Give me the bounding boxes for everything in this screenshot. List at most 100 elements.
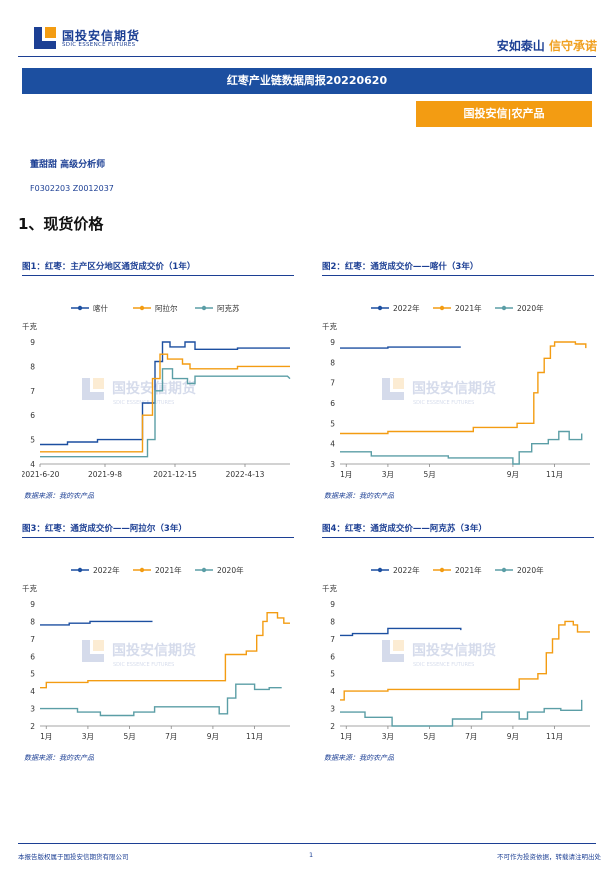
y-tick-label: 4 xyxy=(330,687,335,696)
y-tick-label: 8 xyxy=(330,358,335,367)
y-tick-label: 7 xyxy=(30,387,35,396)
watermark-logo-icon xyxy=(93,378,104,389)
y-tick-label: 2 xyxy=(30,722,35,731)
legend-marker xyxy=(201,305,207,311)
watermark-logo-icon xyxy=(393,640,404,651)
series-line xyxy=(340,430,583,465)
y-tick-label: 3 xyxy=(330,460,335,469)
slogan-part-b: 信守承诺 xyxy=(548,39,597,53)
x-tick-label: 9月 xyxy=(507,470,519,479)
y-tick-label: 4 xyxy=(30,687,35,696)
legend-marker xyxy=(77,305,83,311)
y-tick-label: 2 xyxy=(330,722,335,731)
legend-marker xyxy=(377,567,383,573)
x-tick-label: 3月 xyxy=(82,732,94,741)
x-tick-label: 1月 xyxy=(340,470,352,479)
watermark-logo-icon xyxy=(382,392,404,400)
legend-marker xyxy=(139,305,145,311)
x-tick-label: 2021-6-20 xyxy=(22,470,60,479)
chart-4: 国投安信期货 SDIC ESSENCE FUTURES 2022年 2021年 2020… xyxy=(322,565,590,741)
y-tick-label: 5 xyxy=(330,670,335,679)
legend-label: 2022年 xyxy=(393,565,420,575)
y-tick-label: 6 xyxy=(330,652,335,661)
legend-label: 喀什 xyxy=(93,303,108,313)
logo-subtext: SDIC ESSENCE FUTURES xyxy=(62,42,136,48)
footer-rule xyxy=(18,843,596,844)
y-tick-label: 9 xyxy=(30,600,35,609)
watermark-text: 国投安信期货 xyxy=(112,642,196,659)
y-tick-label: 6 xyxy=(30,411,35,420)
series-line xyxy=(340,346,461,349)
legend-label: 2020年 xyxy=(217,565,244,575)
series-line xyxy=(40,341,290,446)
company-logo-icon xyxy=(34,27,56,49)
legend-label: 2021年 xyxy=(455,565,482,575)
chart-2: 国投安信期货 SDIC ESSENCE FUTURES 2022年 2021年 2020… xyxy=(322,303,590,479)
category-tag: 国投安信|农产品 xyxy=(416,101,592,127)
y-tick-label: 4 xyxy=(330,440,335,449)
series-line xyxy=(40,611,290,689)
watermark-text: 国投安信期货 xyxy=(412,380,496,397)
watermark-logo-icon xyxy=(82,654,104,662)
y-tick-label: 9 xyxy=(330,600,335,609)
x-tick-label: 7月 xyxy=(165,732,177,741)
series-line xyxy=(340,627,462,637)
source-note: 数据来源：我的农产品 xyxy=(24,492,94,500)
legend-label: 2022年 xyxy=(93,565,120,575)
watermark-subtext: SDIC ESSENCE FUTURES xyxy=(113,662,174,668)
watermark-logo-icon xyxy=(382,654,404,662)
legend-marker xyxy=(439,305,445,311)
watermark-logo-icon xyxy=(393,378,404,389)
legend-marker xyxy=(201,567,207,573)
y-tick-label: 6 xyxy=(30,652,35,661)
y-tick-label: 5 xyxy=(30,436,35,445)
y-tick-label: 7 xyxy=(330,635,335,644)
y-tick-label: 9 xyxy=(330,338,335,347)
chart-panel-4: 图4：红枣：通货成交价——阿克苏（3年） 国投安信期货 SDIC ESSENCE … xyxy=(322,522,594,752)
legend-label: 阿拉尔 xyxy=(155,303,178,313)
x-tick-label: 9月 xyxy=(207,732,219,741)
y-axis-label: 元/千克 xyxy=(22,321,38,331)
watermark-subtext: SDIC ESSENCE FUTURES xyxy=(413,400,474,406)
legend-marker xyxy=(501,567,507,573)
watermark-text: 国投安信期货 xyxy=(112,380,196,397)
x-tick-label: 2022-4-13 xyxy=(226,470,265,479)
x-tick-label: 1月 xyxy=(40,732,52,741)
x-tick-label: 11月 xyxy=(246,732,263,741)
x-tick-label: 5月 xyxy=(423,732,435,741)
y-tick-label: 7 xyxy=(30,635,35,644)
y-tick-label: 7 xyxy=(330,379,335,388)
y-tick-label: 8 xyxy=(30,617,35,626)
chart-title: 图1：红枣：主产区分地区通货成交价（1年） xyxy=(22,260,294,276)
page-number: 1 xyxy=(309,851,314,859)
footer-copyright: 本报告版权属于国投安信期货有限公司 xyxy=(18,853,129,861)
source-note: 数据来源：我的农产品 xyxy=(324,492,394,500)
chart-title: 图3：红枣：通货成交价——阿拉尔（3年） xyxy=(22,522,294,538)
y-axis-label: 元/千克 xyxy=(22,583,38,593)
series-line xyxy=(40,620,153,626)
legend-label: 2021年 xyxy=(155,565,182,575)
watermark-text: 国投安信期货 xyxy=(412,642,496,659)
legend-label: 2021年 xyxy=(455,303,482,313)
source-note: 数据来源：我的农产品 xyxy=(24,754,94,762)
slogan-part-a: 安如泰山 xyxy=(496,39,545,53)
y-axis-label: 元/千克 xyxy=(322,321,338,331)
license-number: F0302203 Z0012037 xyxy=(30,184,114,193)
x-tick-label: 5月 xyxy=(423,470,435,479)
watermark-logo-icon xyxy=(82,392,104,400)
legend-marker xyxy=(439,567,445,573)
slogan: 安如泰山 信守承诺 xyxy=(497,37,597,54)
watermark: 国投安信期货 SDIC ESSENCE FUTURES xyxy=(82,640,196,668)
analyst-name: 董甜甜 高级分析师 xyxy=(30,160,106,170)
legend-label: 2020年 xyxy=(517,565,544,575)
source-note: 数据来源：我的农产品 xyxy=(324,754,394,762)
series-line xyxy=(340,620,590,701)
series-line xyxy=(340,699,583,727)
chart-panel-2: 图2：红枣：通货成交价——喀什（3年） 国投安信期货 SDIC ESSENCE F… xyxy=(322,260,594,490)
y-tick-label: 3 xyxy=(330,705,335,714)
legend-label: 2022年 xyxy=(393,303,420,313)
x-tick-label: 1月 xyxy=(340,732,352,741)
watermark-logo-icon xyxy=(382,378,390,400)
